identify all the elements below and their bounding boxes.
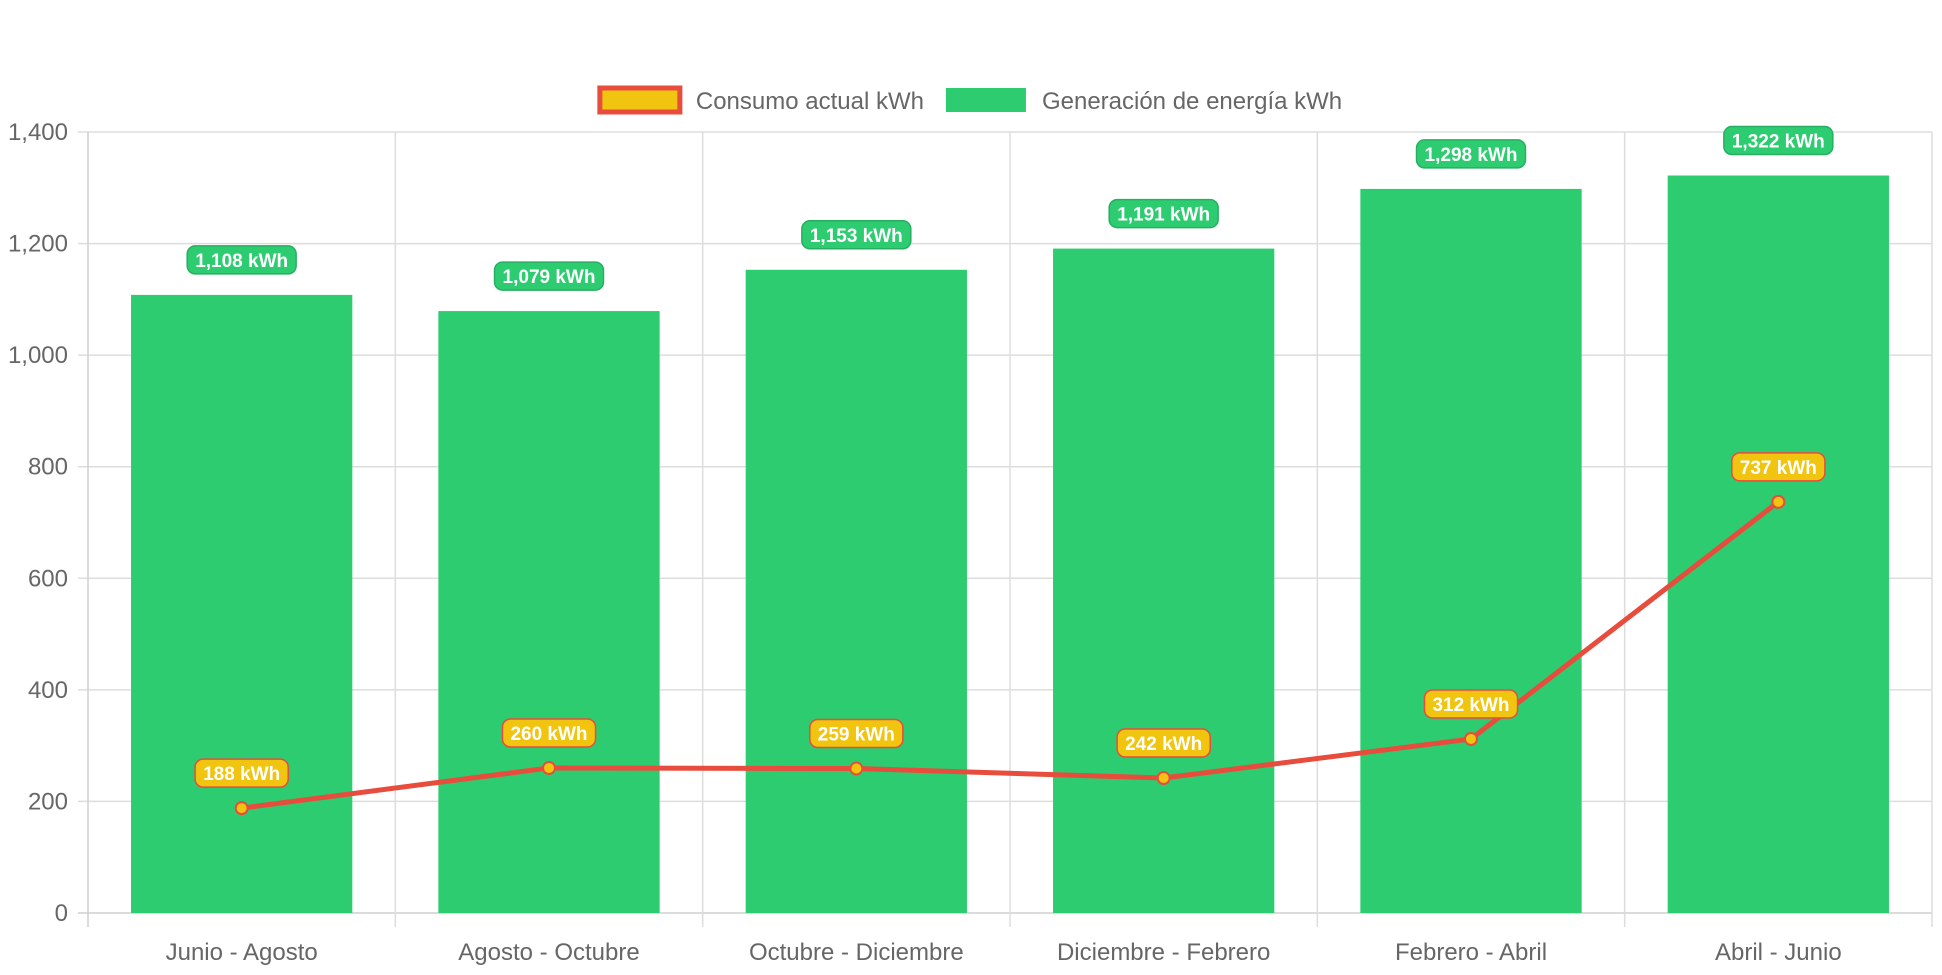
x-tick-label: Febrero - Abril [1395, 939, 1547, 966]
y-tick-label: 1,200 [8, 231, 68, 258]
data-labels: 1,108 kWh 1,079 kWh 1,153 kWh 1,191 kWh 1,29… [186, 125, 1834, 788]
legend-label: Generación de energía kWh [1042, 88, 1342, 115]
bar-data-label: 1,322 kWh [1723, 125, 1834, 156]
line-data-label: 312 kWh [1423, 689, 1519, 719]
bar[interactable] [745, 269, 967, 913]
line-data-label: 242 kWh [1116, 728, 1211, 758]
axes: 0 200 400 600 800 1,000 1,200 1,400 Junio - Agos… [8, 119, 1842, 966]
x-tick-label: Junio - Agosto [166, 939, 318, 966]
grid [78, 131, 1933, 927]
svg-text:1,191 kWh: 1,191 kWh [1117, 205, 1210, 226]
bar[interactable] [1053, 248, 1275, 913]
line-point[interactable] [1771, 494, 1786, 509]
line-point[interactable] [234, 801, 249, 816]
legend-item[interactable]: Consumo actual kWh [597, 85, 924, 115]
bar-data-label: 1,079 kWh [493, 261, 605, 291]
legend[interactable]: Consumo actual kWh Generación de energía … [597, 85, 1342, 115]
line-point[interactable] [1464, 731, 1478, 746]
x-tick-label: Octubre - Diciembre [749, 939, 964, 966]
legend-item[interactable]: Generación de energía kWh [945, 88, 1342, 115]
bar-data-label: 1,191 kWh [1108, 198, 1219, 229]
line-data-label: 188 kWh [194, 758, 289, 788]
svg-text:1,108 kWh: 1,108 kWh [195, 251, 288, 272]
y-tick-label: 1,400 [8, 119, 68, 146]
x-tick-label: Agosto - Octubre [458, 939, 639, 966]
legend-swatch [597, 85, 683, 115]
bar-data-label: 1,153 kWh [801, 220, 912, 250]
y-tick-label: 800 [28, 454, 68, 481]
line-series [234, 494, 1786, 816]
svg-text:1,298 kWh: 1,298 kWh [1425, 145, 1518, 166]
bar[interactable] [131, 294, 353, 913]
line-data-label: 259 kWh [809, 718, 904, 749]
y-tick-label: 0 [55, 900, 68, 927]
line-data-label: 737 kWh [1731, 452, 1826, 482]
svg-text:312 kWh: 312 kWh [1432, 695, 1509, 716]
bar[interactable] [1667, 175, 1889, 913]
svg-text:1,079 kWh: 1,079 kWh [503, 267, 596, 288]
y-tick-label: 600 [28, 565, 68, 592]
bar-data-label: 1,298 kWh [1415, 139, 1527, 169]
svg-text:1,322 kWh: 1,322 kWh [1732, 132, 1825, 153]
svg-text:260 kWh: 260 kWh [510, 724, 587, 745]
bar[interactable] [1360, 188, 1582, 913]
bar-data-label: 1,108 kWh [186, 245, 297, 275]
x-tick-label: Diciembre - Febrero [1057, 939, 1270, 966]
y-tick-label: 1,000 [8, 342, 68, 369]
line-point[interactable] [542, 760, 556, 775]
y-tick-label: 400 [28, 677, 68, 704]
line-data-label: 260 kWh [501, 718, 597, 748]
svg-text:737 kWh: 737 kWh [1740, 458, 1817, 479]
line-point[interactable] [849, 761, 864, 776]
x-tick-label: Abril - Junio [1715, 939, 1842, 966]
svg-text:1,153 kWh: 1,153 kWh [810, 226, 903, 247]
legend-swatch [945, 88, 1026, 112]
legend-label: Consumo actual kWh [696, 88, 924, 115]
svg-text:242 kWh: 242 kWh [1125, 734, 1202, 755]
bar-series [131, 175, 1889, 913]
consumption-line [241, 499, 1780, 811]
line-point[interactable] [1156, 770, 1171, 785]
svg-text:259 kWh: 259 kWh [818, 725, 895, 746]
svg-text:188 kWh: 188 kWh [203, 764, 280, 785]
y-tick-label: 200 [28, 788, 68, 815]
bar[interactable] [438, 311, 660, 913]
